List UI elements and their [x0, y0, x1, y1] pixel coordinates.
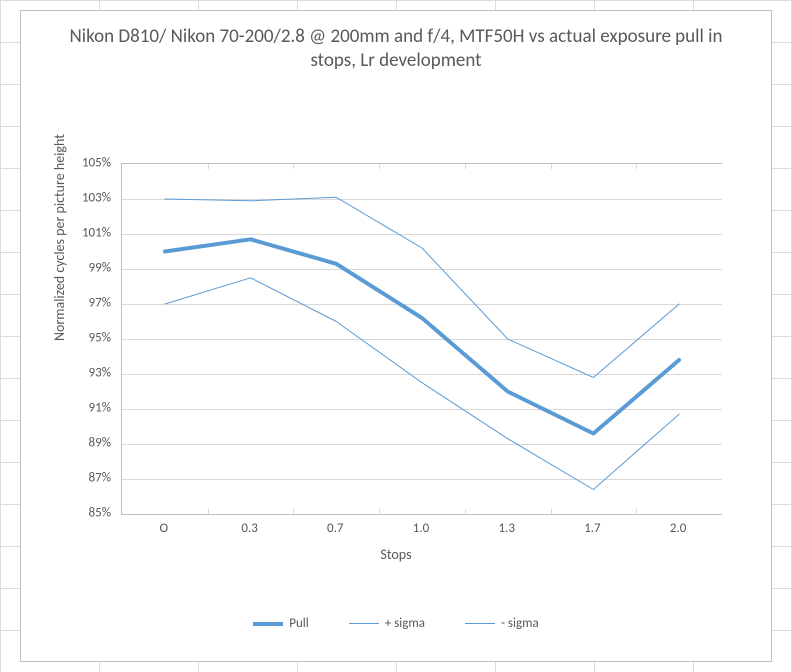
ytick-label: 97%	[61, 296, 111, 311]
ytick-label: 95%	[61, 331, 111, 346]
ytick-label: 93%	[61, 366, 111, 381]
ytick-label: 89%	[61, 436, 111, 451]
series--sigma	[165, 197, 679, 377]
legend-item-minus-sigma: - sigma	[465, 616, 539, 631]
xtick-label: 2.0	[670, 521, 686, 536]
legend-label-plus-sigma: + sigma	[385, 616, 425, 631]
xtick-label: 0.7	[327, 521, 343, 536]
legend-item-plus-sigma: + sigma	[349, 616, 425, 631]
ytick-label: 87%	[61, 471, 111, 486]
ytick-label: 103%	[61, 191, 111, 206]
ytick-label: 91%	[61, 401, 111, 416]
ytick-label: 105%	[61, 156, 111, 171]
plot-area	[121, 163, 722, 515]
xtick-label: O	[160, 521, 169, 536]
legend-swatch-minus-sigma	[465, 623, 495, 624]
chart-svg	[122, 164, 722, 514]
legend-swatch-pull	[253, 622, 283, 626]
ytick-label: 101%	[61, 226, 111, 241]
x-axis-title: Stops	[21, 546, 771, 563]
legend: Pull + sigma - sigma	[21, 616, 771, 631]
xtick-label: 1.0	[413, 521, 429, 536]
series-pull	[165, 239, 679, 433]
ytick-label: 99%	[61, 261, 111, 276]
chart-container: Nikon D810/ Nikon 70-200/2.8 @ 200mm and…	[20, 10, 772, 662]
legend-item-pull: Pull	[253, 616, 309, 631]
legend-label-pull: Pull	[289, 616, 309, 631]
chart-title: Nikon D810/ Nikon 70-200/2.8 @ 200mm and…	[61, 25, 731, 73]
xtick-label: 0.3	[241, 521, 257, 536]
legend-label-minus-sigma: - sigma	[501, 616, 539, 631]
legend-swatch-plus-sigma	[349, 623, 379, 624]
xtick-label: 1.7	[584, 521, 600, 536]
xtick-label: 1.3	[498, 521, 514, 536]
ytick-label: 85%	[61, 506, 111, 521]
series---sigma	[165, 278, 679, 490]
